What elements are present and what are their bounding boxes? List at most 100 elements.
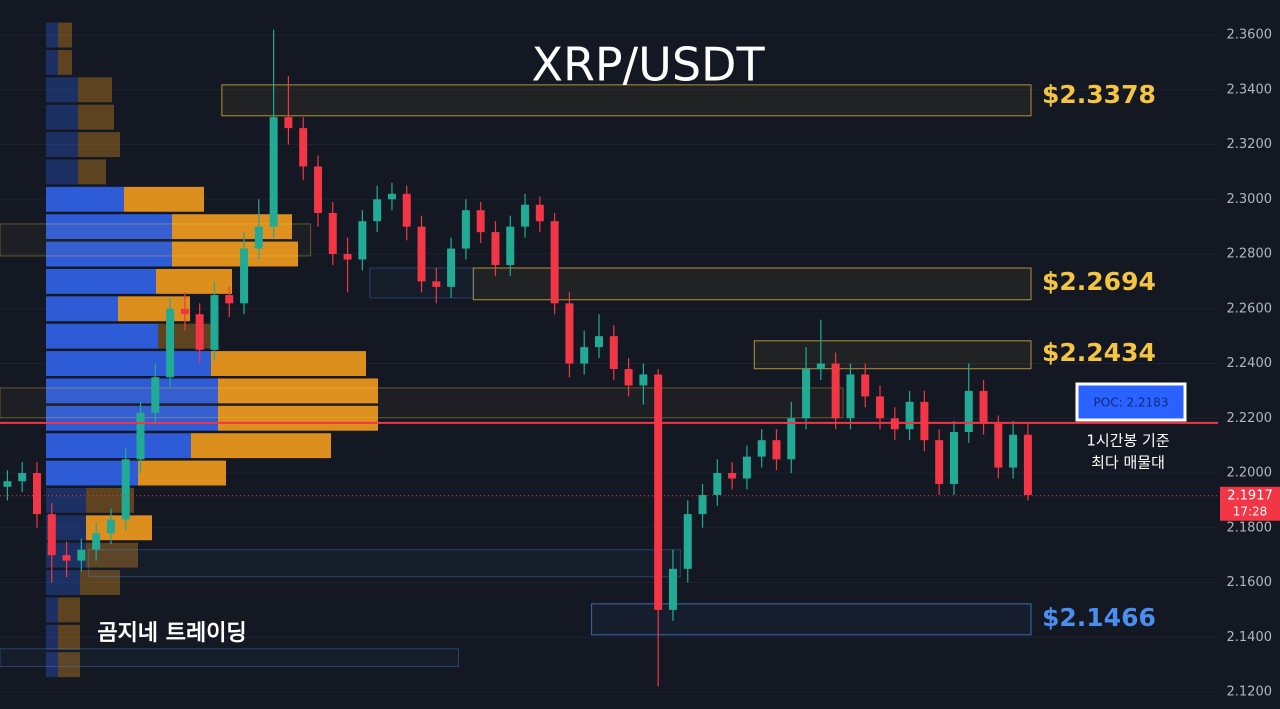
candle-body — [491, 232, 500, 265]
profile-sell-bar — [118, 296, 190, 322]
candle-body — [639, 374, 648, 386]
profile-buy-bar — [46, 159, 78, 185]
profile-buy-bar — [46, 597, 58, 623]
candle-body — [225, 295, 234, 304]
candle-body — [106, 519, 115, 534]
profile-buy-bar — [46, 652, 58, 678]
candle-body — [787, 418, 796, 460]
zone-label: $2.3378 — [1042, 80, 1156, 109]
candle-body — [166, 308, 175, 378]
profile-sell-bar — [58, 597, 80, 623]
candle-body — [62, 555, 71, 561]
candle-body — [994, 423, 1003, 468]
profile-sell-bar — [58, 624, 80, 650]
price-zone — [591, 603, 1032, 636]
profile-buy-bar — [46, 351, 211, 376]
candle-body — [521, 204, 530, 227]
zone-label: $2.2694 — [1042, 267, 1156, 296]
profile-buy-bar — [46, 49, 58, 75]
y-tick-label: 2.2200 — [1227, 411, 1273, 426]
candle-body — [195, 314, 204, 350]
candle-body — [402, 193, 411, 227]
candle-body — [920, 401, 929, 441]
watermark: 곰지네 트레이딩 — [97, 621, 246, 646]
poc-label: POC: 2.2183 — [1094, 396, 1169, 410]
price-zone — [88, 549, 681, 578]
candle-body — [136, 412, 145, 460]
profile-sell-bar — [124, 186, 204, 212]
chart-title: XRP/USDT — [531, 38, 765, 92]
candle-body — [654, 374, 663, 610]
candle-body — [698, 494, 707, 515]
y-tick-label: 2.2000 — [1227, 466, 1273, 481]
profile-buy-bar — [46, 186, 124, 212]
candle-body — [624, 369, 633, 386]
poc-note: 1시간봉 기준 — [1086, 432, 1170, 450]
candle-body — [254, 226, 263, 249]
candle-body — [728, 473, 737, 479]
candle-body — [506, 226, 515, 265]
profile-sell-bar — [172, 241, 298, 267]
candle-body — [683, 514, 692, 569]
profile-sell-bar — [80, 570, 120, 595]
profile-buy-bar — [46, 268, 156, 294]
candle-body — [816, 363, 825, 370]
candle-body — [284, 117, 293, 129]
candle-body — [77, 549, 86, 561]
price-zone — [0, 387, 844, 419]
candle-body — [979, 390, 988, 424]
price-zone — [221, 84, 1032, 117]
candle-body — [417, 226, 426, 282]
candle-body — [447, 248, 456, 287]
y-tick-label: 2.3000 — [1227, 192, 1273, 207]
y-tick-label: 2.2600 — [1227, 301, 1273, 316]
candle-body — [3, 481, 12, 487]
candle-body — [313, 166, 322, 213]
candle-body — [343, 254, 352, 260]
candle-body — [1023, 434, 1032, 495]
profile-sell-bar — [156, 268, 232, 294]
last-price-label: 2.1917 — [1227, 488, 1273, 503]
profile-sell-bar — [138, 460, 226, 486]
candle-body — [876, 396, 885, 419]
candle-body — [299, 128, 308, 167]
candle-body — [121, 459, 130, 520]
candle-body — [210, 295, 219, 350]
profile-buy-bar — [46, 22, 58, 48]
candle-body — [846, 374, 855, 419]
profile-sell-bar — [78, 104, 114, 130]
profile-buy-bar — [46, 624, 58, 650]
candle-body — [535, 204, 544, 222]
profile-sell-bar — [58, 652, 80, 678]
candle-body — [358, 221, 367, 260]
candle-body — [461, 210, 470, 249]
price-zone — [472, 267, 1032, 301]
poc-note: 최다 매물대 — [1091, 454, 1165, 472]
profile-buy-bar — [46, 77, 78, 103]
candle-body — [92, 533, 101, 550]
candle-body — [269, 117, 278, 227]
y-tick-label: 2.1800 — [1227, 520, 1273, 535]
profile-sell-bar — [218, 378, 378, 404]
profile-buy-bar — [46, 378, 218, 404]
candle-body — [949, 431, 958, 484]
profile-sell-bar — [78, 77, 112, 103]
profile-sell-bar — [58, 22, 72, 48]
candle-body — [802, 369, 811, 419]
profile-buy-bar — [46, 433, 191, 459]
zone-label: $2.2434 — [1042, 338, 1156, 367]
candle-body — [964, 390, 973, 432]
candle-body — [565, 303, 574, 364]
candle-body — [32, 473, 41, 515]
candle-body — [668, 568, 677, 610]
candle-body — [595, 336, 603, 348]
profile-sell-bar — [218, 405, 378, 431]
candle-body — [180, 308, 189, 315]
countdown-label: 17:28 — [1233, 504, 1268, 518]
zone-label: $2.1466 — [1042, 603, 1156, 632]
profile-sell-bar — [191, 433, 331, 459]
profile-buy-bar — [46, 241, 172, 267]
candle-body — [742, 456, 751, 479]
profile-buy-bar — [46, 487, 86, 513]
poc-box — [1075, 382, 1187, 422]
